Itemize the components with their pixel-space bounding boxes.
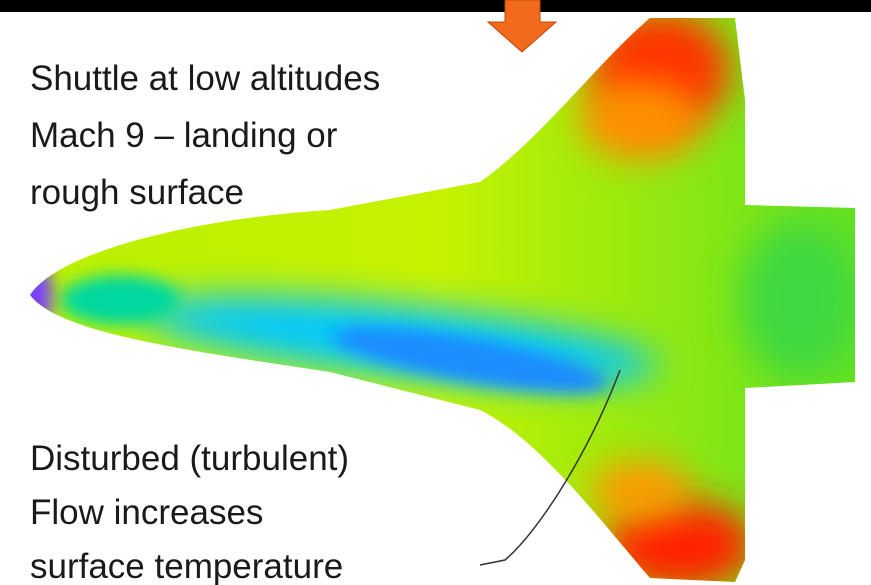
slide: Shuttle at low altitudes Mach 9 – landin…: [0, 0, 871, 585]
annotation-text: surface temperature: [30, 547, 343, 585]
annotation-text: Mach 9 – landing or: [30, 116, 338, 155]
annotation-text: rough surface: [30, 173, 244, 212]
annotation-text: Shuttle at low altitudes: [30, 59, 380, 98]
page: Shuttle at low altitudes Mach 9 – landin…: [0, 0, 871, 585]
top-bar: [0, 0, 871, 12]
annotation-text: Disturbed (turbulent): [30, 439, 349, 478]
annotation-text: Flow increases: [30, 493, 263, 532]
